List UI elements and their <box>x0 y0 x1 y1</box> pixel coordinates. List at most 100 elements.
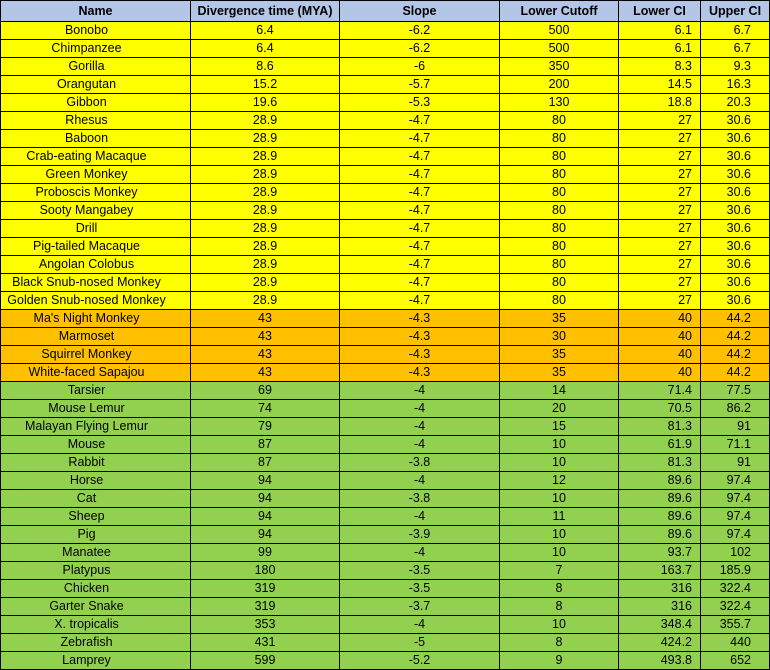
table-row: Golden Snub-nosed Monkey 28.9 -4.7 80 27 30.6 <box>0 291 770 310</box>
cell-lower-ci: 89.6 <box>618 507 701 526</box>
cell-divergence-time: 43 <box>190 363 340 382</box>
cell-divergence-time: 28.9 <box>190 291 340 310</box>
cell-divergence-time: 28.9 <box>190 183 340 202</box>
table-row: Zebrafish 431 -5 8 424.2 440 <box>0 633 770 652</box>
cell-lower-cutoff: 500 <box>499 39 619 58</box>
cell-upper-ci: 652 <box>700 651 770 670</box>
cell-name: Chimpanzee <box>0 39 191 58</box>
cell-name: X. tropicalis <box>0 615 191 634</box>
cell-lower-cutoff: 10 <box>499 615 619 634</box>
cell-slope: -4 <box>339 615 500 634</box>
cell-lower-ci: 14.5 <box>618 75 701 94</box>
cell-name: Malayan Flying Lemur <box>0 417 191 436</box>
cell-divergence-time: 180 <box>190 561 340 580</box>
cell-divergence-time: 69 <box>190 381 340 400</box>
cell-slope: -6.2 <box>339 39 500 58</box>
table-row: Lamprey 599 -5.2 9 493.8 652 <box>0 651 770 670</box>
cell-upper-ci: 91 <box>700 453 770 472</box>
cell-lower-ci: 40 <box>618 345 701 364</box>
cell-lower-cutoff: 200 <box>499 75 619 94</box>
cell-lower-cutoff: 35 <box>499 309 619 328</box>
cell-slope: -5.7 <box>339 75 500 94</box>
cell-upper-ci: 97.4 <box>700 471 770 490</box>
cell-slope: -4.7 <box>339 111 500 130</box>
cell-lower-cutoff: 8 <box>499 597 619 616</box>
cell-name: Marmoset <box>0 327 191 346</box>
cell-lower-cutoff: 20 <box>499 399 619 418</box>
cell-divergence-time: 28.9 <box>190 273 340 292</box>
cell-upper-ci: 30.6 <box>700 111 770 130</box>
cell-slope: -4.7 <box>339 147 500 166</box>
cell-upper-ci: 30.6 <box>700 201 770 220</box>
cell-upper-ci: 30.6 <box>700 273 770 292</box>
cell-slope: -4.3 <box>339 363 500 382</box>
cell-upper-ci: 6.7 <box>700 39 770 58</box>
cell-lower-ci: 27 <box>618 183 701 202</box>
cell-lower-ci: 93.7 <box>618 543 701 562</box>
table-row: Marmoset 43 -4.3 30 40 44.2 <box>0 327 770 346</box>
table-row: Mouse Lemur 74 -4 20 70.5 86.2 <box>0 399 770 418</box>
cell-lower-ci: 27 <box>618 273 701 292</box>
cell-slope: -4.7 <box>339 201 500 220</box>
table-row: Sheep 94 -4 11 89.6 97.4 <box>0 507 770 526</box>
table-row: Horse 94 -4 12 89.6 97.4 <box>0 471 770 490</box>
cell-lower-ci: 316 <box>618 597 701 616</box>
cell-upper-ci: 97.4 <box>700 507 770 526</box>
cell-divergence-time: 28.9 <box>190 201 340 220</box>
cell-lower-ci: 40 <box>618 309 701 328</box>
cell-lower-cutoff: 350 <box>499 57 619 76</box>
cell-lower-cutoff: 9 <box>499 651 619 670</box>
cell-lower-ci: 89.6 <box>618 525 701 544</box>
cell-upper-ci: 102 <box>700 543 770 562</box>
table-row: Gibbon 19.6 -5.3 130 18.8 20.3 <box>0 93 770 112</box>
cell-slope: -3.5 <box>339 561 500 580</box>
cell-lower-cutoff: 8 <box>499 633 619 652</box>
cell-lower-ci: 493.8 <box>618 651 701 670</box>
cell-lower-ci: 61.9 <box>618 435 701 454</box>
table-row: Mouse 87 -4 10 61.9 71.1 <box>0 435 770 454</box>
cell-slope: -3.5 <box>339 579 500 598</box>
table-row: Black Snub-nosed Monkey 28.9 -4.7 80 27 30.6 <box>0 273 770 292</box>
cell-slope: -4.7 <box>339 219 500 238</box>
cell-lower-cutoff: 10 <box>499 525 619 544</box>
cell-lower-cutoff: 80 <box>499 201 619 220</box>
cell-slope: -4 <box>339 507 500 526</box>
table-row: Squirrel Monkey 43 -4.3 35 40 44.2 <box>0 345 770 364</box>
cell-slope: -4.7 <box>339 291 500 310</box>
cell-divergence-time: 19.6 <box>190 93 340 112</box>
cell-name: Drill <box>0 219 191 238</box>
cell-divergence-time: 94 <box>190 525 340 544</box>
cell-lower-ci: 27 <box>618 111 701 130</box>
column-header-name: Name <box>0 0 191 22</box>
column-header-lower-cutoff: Lower Cutoff <box>499 0 619 22</box>
table-row: Ma's Night Monkey 43 -4.3 35 40 44.2 <box>0 309 770 328</box>
cell-divergence-time: 79 <box>190 417 340 436</box>
cell-upper-ci: 44.2 <box>700 327 770 346</box>
cell-lower-cutoff: 11 <box>499 507 619 526</box>
cell-lower-cutoff: 8 <box>499 579 619 598</box>
cell-upper-ci: 44.2 <box>700 363 770 382</box>
cell-name: White-faced Sapajou <box>0 363 191 382</box>
cell-lower-ci: 27 <box>618 129 701 148</box>
cell-lower-cutoff: 14 <box>499 381 619 400</box>
cell-name: Mouse Lemur <box>0 399 191 418</box>
column-header-slope: Slope <box>339 0 500 22</box>
cell-lower-ci: 81.3 <box>618 417 701 436</box>
cell-name: Zebrafish <box>0 633 191 652</box>
cell-name: Pig <box>0 525 191 544</box>
cell-name: Proboscis Monkey <box>0 183 191 202</box>
cell-lower-ci: 27 <box>618 147 701 166</box>
cell-upper-ci: 30.6 <box>700 255 770 274</box>
cell-name: Green Monkey <box>0 165 191 184</box>
cell-upper-ci: 30.6 <box>700 237 770 256</box>
cell-slope: -3.9 <box>339 525 500 544</box>
cell-slope: -4.7 <box>339 255 500 274</box>
cell-lower-cutoff: 10 <box>499 489 619 508</box>
cell-slope: -3.8 <box>339 453 500 472</box>
cell-lower-ci: 89.6 <box>618 471 701 490</box>
cell-name: Black Snub-nosed Monkey <box>0 273 191 292</box>
cell-lower-ci: 424.2 <box>618 633 701 652</box>
table-row: Gorilla 8.6 -6 350 8.3 9.3 <box>0 57 770 76</box>
cell-lower-cutoff: 30 <box>499 327 619 346</box>
cell-lower-ci: 8.3 <box>618 57 701 76</box>
